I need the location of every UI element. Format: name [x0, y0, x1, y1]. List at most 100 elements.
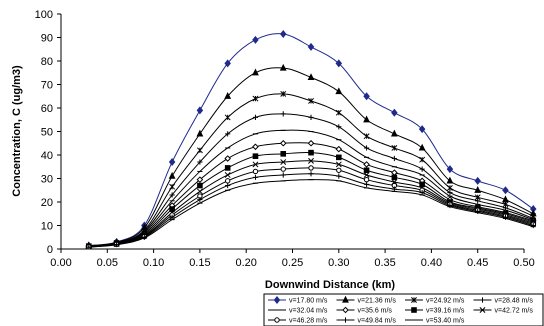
data-point-diamond [335, 59, 343, 68]
legend-label: v=39.16 m/s [426, 308, 465, 315]
data-point-diamond [168, 158, 176, 167]
data-point-x [224, 172, 231, 178]
data-point-plus [336, 124, 342, 130]
series-v=53.40 m/s [86, 179, 536, 248]
data-point-plus [225, 182, 231, 189]
data-point-triangle [168, 171, 176, 179]
data-point-plus [475, 208, 481, 214]
legend-label: v=46.28 m/s [289, 318, 328, 325]
data-point-asterisk [280, 90, 287, 97]
data-point-plus [169, 192, 175, 198]
x-tick-label: 0.10 [143, 257, 164, 269]
data-point-asterisk [196, 147, 203, 154]
data-point-plus [280, 111, 286, 117]
data-point-plus [391, 155, 397, 162]
x-tick-label: 0.20 [235, 257, 256, 269]
legend-item: v=21.36 m/s [336, 295, 397, 305]
data-point-x [335, 161, 342, 168]
data-point-x [363, 172, 370, 178]
data-point-triangle [363, 115, 370, 123]
data-point-diamond [418, 125, 426, 134]
data-point-plus [336, 173, 342, 179]
data-point-triangle [474, 186, 482, 193]
legend-item: v=39.16 m/s [405, 307, 465, 315]
data-point-asterisk [169, 183, 176, 190]
data-point-square [419, 181, 425, 188]
data-point-plus [308, 171, 314, 177]
data-point-x [308, 157, 314, 164]
data-point-circle-diamond [335, 145, 343, 153]
x-tick-label: 0.30 [328, 257, 349, 269]
legend-label: v=21.36 m/s [358, 298, 397, 305]
data-point-plus [419, 166, 425, 172]
data-point-diamond [252, 35, 259, 44]
data-point-triangle [224, 92, 232, 99]
data-point-asterisk [335, 109, 342, 116]
plot-area [85, 29, 537, 249]
data-point-plus [197, 197, 203, 203]
data-point-circle-diamond [196, 176, 204, 183]
data-point-plus [363, 181, 370, 187]
x-tick-label: 0.50 [513, 257, 534, 269]
data-point-diamond [391, 108, 398, 117]
data-point-triangle [196, 129, 204, 137]
series-v=17.80 m/s [85, 29, 537, 249]
legend-item: v=35.6 m/s [336, 306, 393, 315]
legend-item: v=46.28 m/s [268, 317, 328, 325]
data-point-plus [475, 198, 481, 204]
data-point-asterisk [391, 144, 398, 151]
data-point-x [280, 159, 287, 166]
x-tick-label: 0.35 [374, 257, 395, 269]
data-point-plus [363, 145, 370, 151]
data-point-asterisk [419, 156, 426, 163]
data-point-triangle [418, 143, 426, 151]
data-point-circle [224, 178, 231, 184]
legend-item: v=53.40 m/s [405, 318, 465, 325]
data-point-square [336, 154, 342, 161]
data-point-diamond [446, 165, 454, 174]
legend-label: v=49.84 m/s [358, 318, 397, 325]
data-point-asterisk [224, 114, 231, 121]
data-point-circle [280, 166, 286, 172]
data-point-diamond [196, 106, 204, 115]
data-point-circle-diamond [307, 139, 315, 147]
data-point-plus [308, 114, 314, 120]
data-point-circle [336, 167, 342, 173]
x-tick-label: 0.45 [467, 257, 488, 269]
data-point-plus [502, 214, 509, 220]
data-point-triangle [252, 68, 259, 76]
data-point-asterisk [363, 133, 370, 140]
y-tick-label: 20 [41, 197, 53, 209]
data-point-square [169, 206, 175, 212]
legend-label: v=35.6 m/s [358, 308, 393, 315]
y-tick-label: 50 [41, 127, 53, 139]
data-point-asterisk [411, 297, 417, 303]
legend-item: v=49.84 m/s [336, 317, 397, 325]
x-tick-label: 0.00 [50, 257, 71, 269]
data-point-plus [419, 190, 425, 196]
data-point-diamond [363, 92, 370, 101]
data-point-plus [479, 297, 486, 303]
data-point-x [479, 307, 486, 313]
data-point-diamond [474, 176, 481, 185]
data-point-circle [252, 168, 259, 175]
data-point-triangle [342, 295, 349, 303]
data-point-plus [169, 214, 175, 220]
data-point-square [224, 165, 231, 171]
x-tick-label: 0.05 [97, 257, 118, 269]
data-point-circle-diamond [363, 161, 370, 168]
data-point-circle [363, 176, 370, 183]
y-tick-label: 90 [41, 33, 53, 45]
legend-item: v=17.80 m/s [268, 296, 328, 305]
data-point-circle-diamond [342, 306, 349, 314]
data-point-triangle [502, 195, 509, 203]
legend-box [263, 293, 544, 326]
data-point-plus [280, 172, 286, 178]
legend-item: v=42.72 m/s [473, 307, 533, 315]
data-point-triangle [446, 176, 454, 184]
y-tick-label: 10 [41, 221, 53, 233]
data-point-triangle [279, 63, 287, 71]
data-point-circle-diamond [224, 155, 231, 162]
data-point-square [308, 149, 314, 156]
